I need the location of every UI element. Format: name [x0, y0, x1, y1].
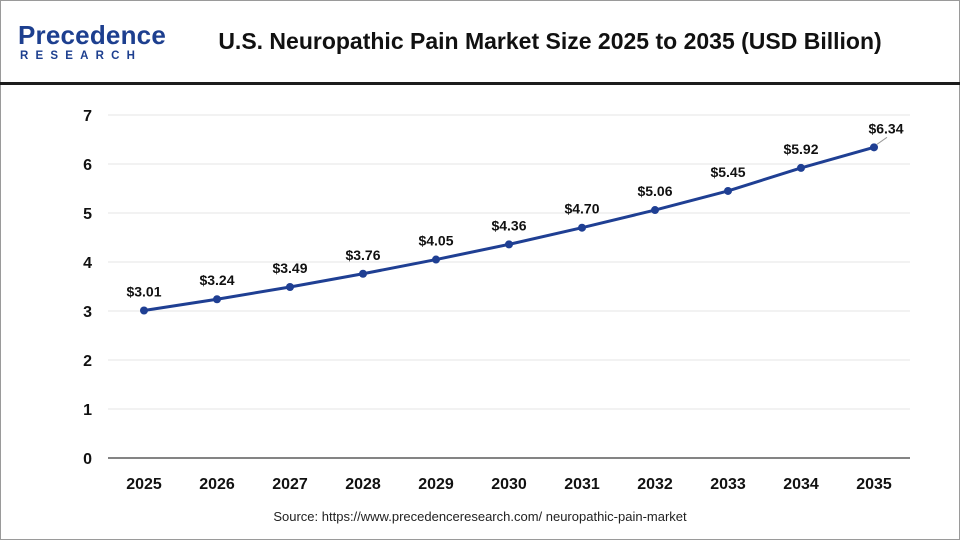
y-tick-label: 2	[83, 353, 92, 370]
data-label-leader	[876, 136, 888, 145]
data-point	[359, 269, 367, 278]
x-tick-label: 2030	[491, 476, 527, 493]
line-chart: 0 1 2 3 4 5 6 7 2025 2026 2027 2028 2029 2030 2031 2032…	[83, 108, 910, 493]
y-tick-label: 3	[83, 304, 92, 321]
y-tick-label: 6	[83, 157, 92, 174]
data-point	[651, 206, 659, 215]
x-tick-label: 2032	[637, 476, 673, 493]
data-label: $5.45	[710, 164, 745, 180]
y-tick-label: 0	[83, 451, 92, 468]
x-tick-label: 2033	[710, 476, 746, 493]
logo-wordmark: Precedence	[18, 20, 166, 50]
precedence-research-logo: Precedence RESEARCH	[18, 20, 168, 64]
data-point	[432, 255, 440, 264]
x-tick-label: 2028	[345, 476, 381, 493]
data-point	[286, 282, 294, 291]
data-label: $3.01	[126, 284, 161, 300]
header-divider	[0, 82, 960, 85]
data-label: $4.70	[564, 201, 599, 217]
data-point	[578, 223, 586, 232]
data-point	[797, 163, 805, 172]
x-tick-label: 2031	[564, 476, 600, 493]
y-tick-label: 5	[83, 206, 92, 223]
x-tick-label: 2026	[199, 476, 235, 493]
x-tick-label: 2029	[418, 476, 454, 493]
data-label: $4.05	[418, 233, 453, 249]
x-tick-label: 2035	[856, 476, 892, 493]
data-point	[140, 306, 148, 315]
data-point	[213, 295, 221, 304]
data-label: $3.49	[272, 260, 307, 276]
data-label: $6.34	[868, 120, 903, 136]
y-tick-label: 1	[83, 402, 92, 419]
data-label: $3.24	[199, 272, 234, 288]
y-tick-label: 4	[83, 255, 92, 272]
data-label: $5.06	[637, 183, 672, 199]
x-tick-label: 2034	[783, 476, 819, 493]
x-tick-label: 2025	[126, 476, 162, 493]
data-label: $3.76	[345, 247, 380, 263]
y-tick-label: 7	[83, 108, 92, 125]
data-label: $4.36	[491, 217, 526, 233]
data-point	[724, 186, 732, 195]
chart-title: U.S. Neuropathic Pain Market Size 2025 t…	[218, 28, 882, 54]
data-label: $5.92	[783, 141, 818, 157]
source-note: Source: https://www.precedenceresearch.c…	[273, 509, 687, 524]
logo-subtitle: RESEARCH	[20, 50, 143, 62]
data-point	[870, 143, 878, 152]
x-tick-label: 2027	[272, 476, 308, 493]
data-point	[505, 240, 513, 249]
header: Precedence RESEARCH U.S. Neuropathic Pai…	[0, 0, 960, 85]
